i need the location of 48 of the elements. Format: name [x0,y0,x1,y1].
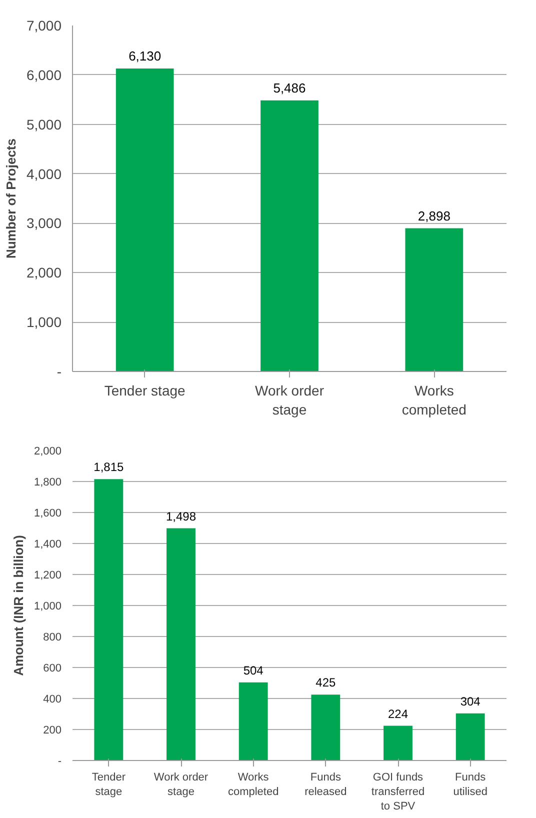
y-tick-label: 1,400 [34,538,62,550]
data-label: 1,498 [166,509,196,524]
y-tick-label: 1,600 [34,508,62,520]
bar [456,713,485,760]
data-label: 6,130 [128,48,162,64]
y-axis-title: Amount (INR in billion) [10,535,26,676]
y-tick-label: 5,000 [26,116,62,132]
x-tick-label: Tender stage [92,772,126,798]
data-label: 425 [316,676,336,690]
data-label: 2,898 [418,208,450,224]
x-tick-label: Funds utilised [453,772,488,798]
bar [166,528,196,760]
x-tick-label: Work order stage [255,382,324,418]
data-label: 224 [388,706,408,721]
y-axis-title: Number of Projects [3,138,18,258]
bar [405,228,464,372]
bar [116,68,174,372]
bar [238,682,268,760]
x-tick-label: Work order stage [154,772,208,798]
bar [384,726,412,760]
y-tick-label: 600 [43,662,62,674]
x-tick-label: Works completed [402,382,466,418]
bar [311,694,340,760]
y-tick-label: - [58,756,62,768]
data-label: 504 [243,663,264,678]
data-label: 304 [460,694,481,708]
x-tick-label: Works completed [228,772,279,798]
data-label: 1,815 [94,460,124,474]
x-tick-label: GOI funds transferred to SPV [371,772,425,812]
y-tick-label: 1,200 [34,570,62,582]
y-tick-label: 3,000 [26,215,62,232]
y-tick-label: - [56,364,62,380]
x-tick-label: Tender stage [104,382,186,398]
y-tick-label: 7,000 [26,18,62,34]
y-tick-label: 4,000 [26,166,62,182]
y-tick-label: 6,000 [26,66,62,83]
y-tick-label: 800 [43,632,62,644]
y-tick-label: 2,000 [26,264,62,281]
y-tick-label: 1,800 [34,476,62,488]
bar [260,100,318,372]
y-tick-label: 1,000 [26,314,62,330]
y-tick-label: 2,000 [34,446,62,458]
y-tick-label: 1,000 [34,600,62,612]
data-label: 5,486 [273,80,306,96]
bar [94,479,124,760]
y-tick-label: 400 [43,694,62,706]
y-tick-label: 200 [43,724,62,736]
x-tick-label: Funds released [304,772,347,798]
